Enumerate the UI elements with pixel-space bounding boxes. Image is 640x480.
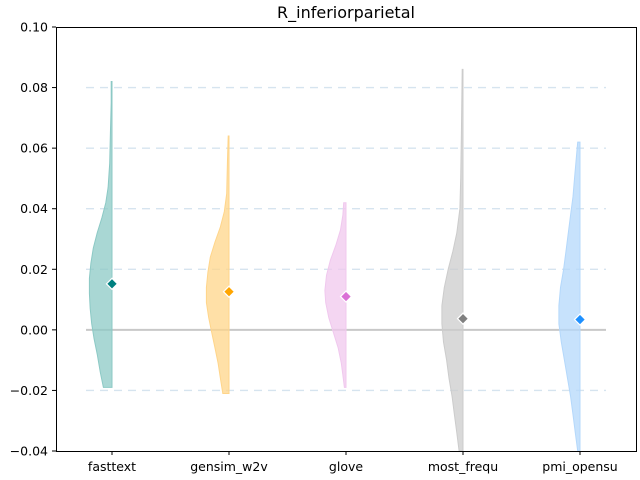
x-tick-label: gensim_w2v	[190, 459, 268, 474]
violin-glove	[324, 202, 347, 388]
y-tick-label: −0.02	[10, 383, 48, 398]
y-tick-label: 0.00	[20, 322, 48, 337]
x-tick-label: fasttext	[88, 459, 136, 474]
violin-fasttext	[88, 81, 113, 388]
mean-marker-most_frequ	[456, 312, 470, 325]
mean-marker-layer	[105, 277, 587, 326]
y-tick-label: 0.08	[20, 80, 48, 95]
x-tick-label: pmi_opensu	[542, 459, 617, 474]
y-tick-label: 0.04	[20, 201, 48, 216]
mean-marker-pmi_opensu	[573, 313, 587, 326]
violin-most_frequ	[441, 68, 464, 451]
x-axis: fasttext gensim_w2v glove most_frequ pmi_ope…	[88, 451, 618, 474]
y-tick-label: 0.02	[20, 262, 48, 277]
mean-marker-glove	[339, 290, 353, 303]
violin-gensim_w2v	[205, 135, 230, 395]
chart-title: R_inferiorparietal	[277, 3, 415, 23]
y-axis: −0.04 −0.02 0.00 0.02 0.04 0.06 0.08 0.10	[10, 20, 56, 459]
violin-pmi_opensu	[558, 141, 581, 451]
mean-marker-fasttext	[105, 277, 119, 291]
violin-layer	[88, 68, 581, 451]
x-tick-label: most_frequ	[428, 459, 498, 474]
x-tick-label: glove	[329, 459, 363, 474]
mean-marker-gensim_w2v	[222, 285, 236, 299]
y-tick-label: −0.04	[10, 444, 48, 459]
y-tick-label: 0.06	[20, 141, 48, 156]
y-tick-label: 0.10	[20, 20, 48, 35]
